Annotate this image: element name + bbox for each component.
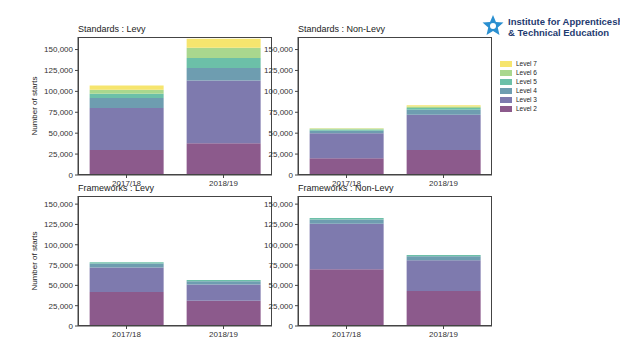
html-text:Frameworks : Levy: Frameworks : Levy	[78, 183, 154, 193]
svg-text:125,000: 125,000	[264, 66, 293, 75]
svg-text:2018/19: 2018/19	[209, 330, 238, 339]
svg-text:50,000: 50,000	[49, 129, 74, 138]
svg-text:150,000: 150,000	[44, 45, 73, 54]
svg-text:2018/19: 2018/19	[209, 179, 238, 188]
svg-text:0: 0	[69, 322, 74, 331]
html-text:Level 4: Level 4	[516, 87, 537, 94]
svg-text:125,000: 125,000	[264, 220, 293, 229]
html-text:Standards : Non-Levy: Standards : Non-Levy	[298, 24, 385, 34]
svg-text:25,000: 25,000	[269, 302, 294, 311]
svg-text:0: 0	[289, 322, 294, 331]
html-text:Frameworks : Non-Levy: Frameworks : Non-Levy	[298, 183, 394, 193]
html-text:Standards : Levy: Standards : Levy	[78, 24, 146, 34]
svg-text:125,000: 125,000	[44, 220, 73, 229]
svg-text:75,000: 75,000	[49, 261, 74, 270]
svg-text:2018/19: 2018/19	[429, 179, 458, 188]
svg-text:100,000: 100,000	[264, 87, 293, 96]
svg-text:0: 0	[69, 171, 74, 180]
svg-text:100,000: 100,000	[44, 241, 73, 250]
svg-text:2017/18: 2017/18	[332, 330, 361, 339]
svg-text:Number of starts: Number of starts	[30, 76, 39, 135]
svg-text:50,000: 50,000	[49, 281, 74, 290]
svg-text:50,000: 50,000	[269, 281, 294, 290]
html-text:Level 5: Level 5	[516, 78, 537, 85]
svg-text:150,000: 150,000	[44, 200, 73, 209]
svg-text:100,000: 100,000	[264, 241, 293, 250]
svg-text:75,000: 75,000	[269, 108, 294, 117]
html-text:Level 6: Level 6	[516, 69, 537, 76]
svg-text:2018/19: 2018/19	[429, 330, 458, 339]
html-text:Level 7: Level 7	[516, 60, 537, 67]
svg-text:25,000: 25,000	[49, 302, 74, 311]
html-text:Level 3: Level 3	[516, 96, 537, 103]
svg-text:50,000: 50,000	[269, 129, 294, 138]
svg-text:75,000: 75,000	[269, 261, 294, 270]
svg-text:150,000: 150,000	[264, 45, 293, 54]
svg-text:2017/18: 2017/18	[112, 330, 141, 339]
html-text:& Technical Education: & Technical Education	[508, 27, 610, 38]
svg-text:75,000: 75,000	[49, 108, 74, 117]
svg-text:100,000: 100,000	[44, 87, 73, 96]
svg-text:25,000: 25,000	[49, 150, 74, 159]
svg-text:Number of starts: Number of starts	[30, 231, 39, 290]
html-text:Level 2: Level 2	[516, 105, 537, 112]
svg-text:150,000: 150,000	[264, 200, 293, 209]
svg-text:0: 0	[289, 171, 294, 180]
svg-text:25,000: 25,000	[269, 150, 294, 159]
svg-text:125,000: 125,000	[44, 66, 73, 75]
